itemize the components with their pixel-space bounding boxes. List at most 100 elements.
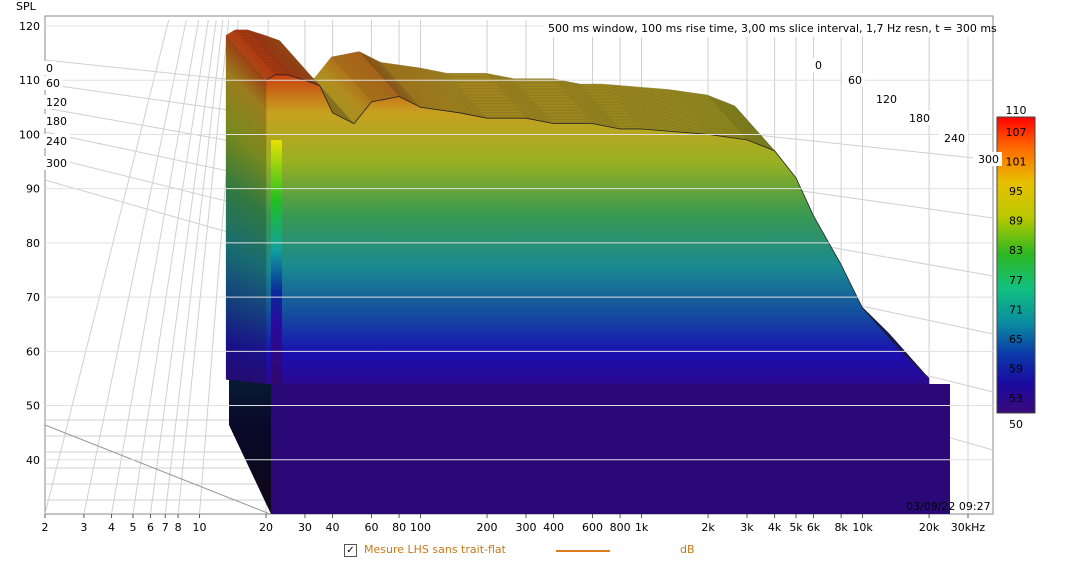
legend-unit: dB bbox=[680, 543, 695, 556]
time-tick-bg bbox=[810, 58, 825, 72]
y-tick-label: 120 bbox=[19, 20, 40, 33]
front-slice-line bbox=[265, 74, 930, 379]
title-box bbox=[544, 18, 990, 37]
x-tick-label: 4 bbox=[108, 521, 115, 534]
time-tick-left-bg bbox=[43, 134, 70, 148]
colorbar-tick-label: 95 bbox=[1009, 185, 1023, 198]
time-tick-label: 0 bbox=[815, 59, 822, 72]
x-tick-label: 30kHz bbox=[951, 521, 986, 534]
x-tick-label: 10 bbox=[192, 521, 206, 534]
colorbar-tick-label: 101 bbox=[1006, 155, 1027, 168]
grid-line-vertical bbox=[83, 19, 187, 515]
x-axis-ticks: 2 3 4 5 6 7 8 10 20 30 40 60 80 100 200 300 400 600 800 1k 2… bbox=[42, 514, 986, 534]
x-tick-label: 4k bbox=[768, 521, 782, 534]
time-tick-label: 60 bbox=[848, 74, 862, 87]
x-tick-label: 5 bbox=[129, 521, 136, 534]
waterfall-surface bbox=[225, 29, 950, 514]
legend: ✓ Mesure LHS sans trait-flat dB bbox=[344, 543, 704, 561]
grid-line-vertical bbox=[111, 19, 200, 515]
y-tick-label: 110 bbox=[19, 74, 40, 87]
time-tick-left-bg bbox=[43, 156, 70, 170]
colorbar-tick-label: 89 bbox=[1009, 215, 1023, 228]
colorbar-tick-label: 59 bbox=[1009, 363, 1023, 376]
grid-line-vertical bbox=[44, 19, 170, 515]
time-tick-left-label: 60 bbox=[46, 77, 60, 90]
x-tick-label: 3 bbox=[80, 521, 87, 534]
x-tick-label: 6 bbox=[147, 521, 154, 534]
time-axis-ticks-left: 0 60 120 180 240 300 bbox=[43, 61, 70, 170]
x-tick-label: 800 bbox=[610, 521, 631, 534]
series-checkbox[interactable]: ✓ bbox=[344, 544, 357, 557]
x-tick-label: 8k bbox=[834, 521, 848, 534]
x-tick-label: 40 bbox=[326, 521, 340, 534]
colorbar-tick-label: 50 bbox=[1009, 418, 1023, 431]
grid-line-vertical bbox=[149, 19, 217, 515]
y-tick-label: 90 bbox=[26, 183, 40, 196]
y-tick-label: 100 bbox=[19, 128, 40, 141]
colorbar bbox=[996, 116, 1036, 414]
x-tick-label: 5k bbox=[789, 521, 803, 534]
x-tick-label: 600 bbox=[582, 521, 603, 534]
x-tick-label: 10k bbox=[852, 521, 873, 534]
x-tick-label: 3k bbox=[740, 521, 754, 534]
time-tick-left-label: 240 bbox=[46, 135, 67, 148]
grid-line-vertical bbox=[132, 19, 209, 515]
y-tick-label: 80 bbox=[26, 237, 40, 250]
x-tick-label: 20 bbox=[259, 521, 273, 534]
colorbar-tick-label: 65 bbox=[1009, 333, 1023, 346]
x-tick-label: 20k bbox=[919, 521, 940, 534]
time-tick-bg bbox=[939, 131, 968, 145]
x-tick-label: 300 bbox=[515, 521, 536, 534]
time-tick-label: 300 bbox=[978, 153, 999, 166]
x-tick-label: 400 bbox=[543, 521, 564, 534]
colorbar-tick-label: 107 bbox=[1006, 126, 1027, 139]
colorbar-ticks: 110 107 101 95 89 83 77 71 65 59 53 50 bbox=[1006, 104, 1027, 431]
time-axis-ticks: 0 60 120 180 240 300 bbox=[810, 58, 1002, 166]
x-tick-label: 80 bbox=[392, 521, 406, 534]
colorbar-tick-label: 110 bbox=[1006, 104, 1027, 117]
grid-line-vertical bbox=[177, 19, 230, 515]
time-tick-left-label: 0 bbox=[46, 62, 53, 75]
time-tick-bg bbox=[973, 152, 1002, 166]
surface-front-edge bbox=[271, 140, 282, 384]
time-tick-label: 120 bbox=[876, 93, 897, 106]
y-tick-label: 40 bbox=[26, 454, 40, 467]
time-tick-left-label: 120 bbox=[46, 96, 67, 109]
x-tick-label: 8 bbox=[175, 521, 182, 534]
y-tick-label: 70 bbox=[26, 291, 40, 304]
floor-edge bbox=[44, 424, 271, 515]
y-tick-label: 60 bbox=[26, 345, 40, 358]
time-tick-left-bg bbox=[43, 95, 70, 109]
colorbar-tick-label: 83 bbox=[1009, 244, 1023, 257]
time-tick-left-bg bbox=[43, 114, 70, 128]
surface-front-base bbox=[271, 384, 950, 514]
time-tick-left-label: 180 bbox=[46, 115, 67, 128]
legend-line-swatch bbox=[556, 550, 610, 552]
x-tick-label: 30 bbox=[298, 521, 312, 534]
time-tick-bg bbox=[871, 92, 900, 106]
time-tick-label: 180 bbox=[909, 112, 930, 125]
x-tick-label: 100 bbox=[410, 521, 431, 534]
x-tick-label: 2k bbox=[701, 521, 715, 534]
colorbar-tick-label: 77 bbox=[1009, 274, 1023, 287]
y-axis-label: SPL bbox=[16, 0, 37, 13]
time-tick-left-bg bbox=[43, 76, 63, 90]
x-tick-label: 6k bbox=[807, 521, 821, 534]
timestamp: 03/09/22 09:27 bbox=[906, 500, 991, 513]
colorbar-tick-label: 71 bbox=[1009, 303, 1023, 316]
time-tick-left-bg bbox=[43, 61, 56, 75]
x-tick-label: 2 bbox=[42, 521, 49, 534]
legend-label: Mesure LHS sans trait-flat bbox=[364, 543, 506, 556]
time-tick-left-label: 300 bbox=[46, 157, 67, 170]
x-tick-label: 7 bbox=[162, 521, 169, 534]
time-tick-bg bbox=[904, 111, 933, 125]
chart-title: 500 ms window, 100 ms rise time, 3,00 ms… bbox=[548, 22, 997, 35]
x-tick-label: 200 bbox=[477, 521, 498, 534]
y-axis-ticks: 120 110 100 90 80 70 60 50 40 bbox=[19, 20, 993, 467]
colorbar-tick-label: 53 bbox=[1009, 392, 1023, 405]
y-tick-label: 50 bbox=[26, 400, 40, 413]
grid-line-vertical bbox=[164, 19, 224, 515]
x-tick-label: 1k bbox=[635, 521, 649, 534]
time-tick-bg bbox=[843, 73, 865, 87]
